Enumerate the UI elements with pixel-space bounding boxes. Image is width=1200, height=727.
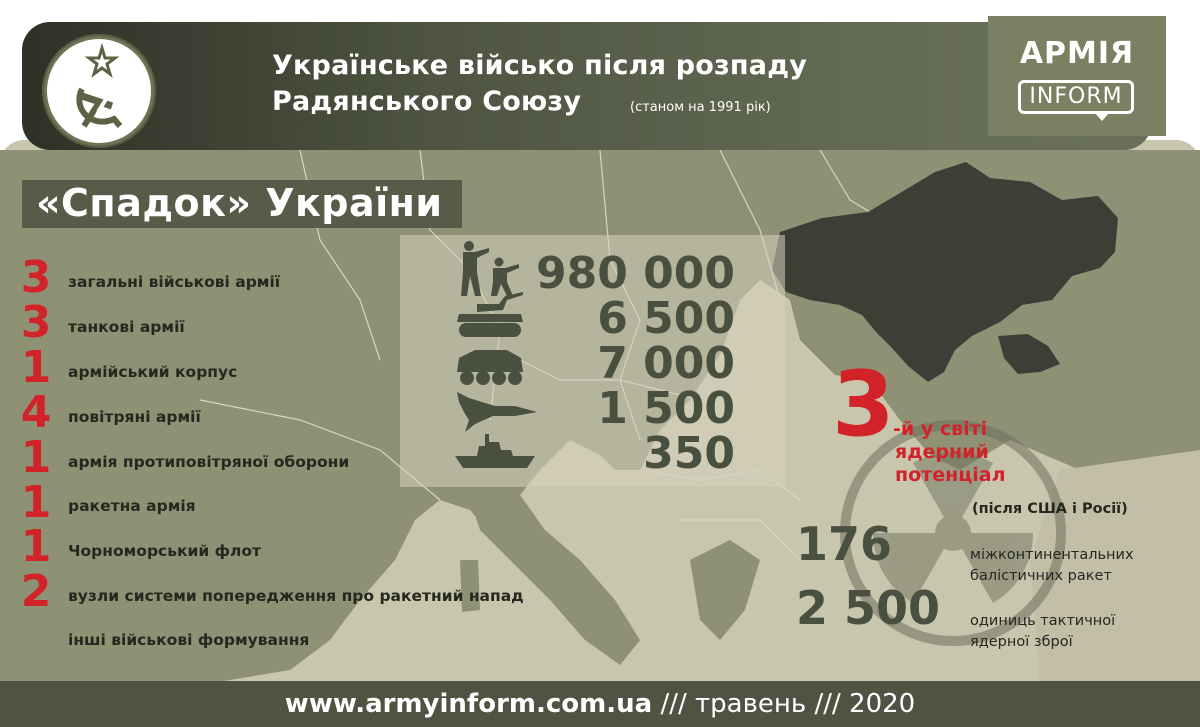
unit-count: 3 — [20, 297, 52, 348]
footer-month: травень — [694, 689, 807, 719]
tank-icon — [457, 292, 523, 337]
unit-count: 1 — [20, 342, 52, 393]
tactical-count: 2 500 — [796, 581, 941, 635]
map-land-greece — [690, 540, 760, 640]
map-land-east — [1030, 450, 1200, 685]
heritage-title: «Спадок» України — [36, 181, 443, 225]
unit-count: 4 — [20, 387, 52, 438]
armored-vehicle-icon — [457, 350, 523, 385]
page-title-line2: Радянського Союзу — [272, 86, 582, 117]
map-crimea — [998, 334, 1060, 374]
nuclear-rank-line3: потенціал — [895, 464, 1006, 486]
unit-label: Чорноморський флот — [68, 542, 262, 560]
footer-year: 2020 — [849, 689, 916, 719]
warship-icon — [455, 434, 535, 468]
map-land-sardinia — [460, 560, 480, 612]
page-title-line1: Українське військо після розпаду — [272, 50, 807, 81]
footer-text: www.armyinform.com.ua /// травень /// 20… — [0, 682, 1200, 726]
unit-count: 3 — [20, 252, 52, 303]
footer-site-link[interactable]: www.armyinform.com.ua — [284, 689, 653, 719]
stat-value-personnel: 980 000 — [535, 248, 735, 299]
unit-label: армійський корпус — [68, 363, 238, 381]
tactical-label-line1: одиниць тактичної — [970, 613, 1116, 629]
footer-separator: /// — [660, 689, 687, 719]
header-banner — [22, 22, 1152, 150]
logo-text-armia: АРМІЯ — [1019, 36, 1135, 71]
aircraft-icon — [457, 392, 537, 432]
logo-speech-tail-icon — [1094, 112, 1110, 121]
unit-label: армія протиповітряної оборони — [68, 453, 350, 471]
unit-label: загальні військові армії — [68, 273, 281, 291]
unit-label: ракетна армія — [68, 497, 196, 515]
unit-count: 1 — [20, 521, 52, 572]
nuclear-rank: 3 — [832, 352, 895, 457]
soldiers-icon — [461, 241, 519, 296]
logo: АРМІЯ INFORM — [988, 16, 1166, 136]
unit-label: вузли системи попередження про ракетний … — [68, 587, 524, 605]
emblem — [42, 34, 156, 148]
tactical-label-line2: ядерної зброї — [970, 634, 1073, 650]
icbm-label-line1: міжконтинентальних — [970, 547, 1134, 563]
footer-separator: /// — [814, 689, 841, 719]
stat-value-armored: 7 000 — [597, 338, 735, 389]
stat-value-ships: 350 — [643, 428, 735, 479]
unit-count: 2 — [20, 566, 52, 617]
stat-value-aircraft: 1 500 — [597, 383, 735, 434]
radiation-icon — [840, 420, 1066, 646]
nuclear-rank-line2: ядерний — [895, 441, 989, 463]
hammer-sickle-star-broken-icon — [47, 39, 151, 143]
heritage-banner — [22, 180, 462, 228]
unit-label: танкові армії — [68, 318, 185, 336]
logo-text-inform: INFORM — [1018, 80, 1134, 114]
unit-count: 1 — [20, 477, 52, 528]
stat-value-tanks: 6 500 — [597, 293, 735, 344]
unit-count: 1 — [20, 432, 52, 483]
map-sea-adriatic — [540, 470, 660, 600]
unit-label: повітряні армії — [68, 408, 201, 426]
icbm-label-line2: балістичних ракет — [970, 568, 1112, 584]
unit-label: інші військові формування — [68, 631, 310, 649]
map-ukraine — [772, 162, 1118, 382]
nuclear-after-note: (після США і Росії) — [972, 501, 1128, 517]
map-land-italy — [470, 500, 640, 665]
footer-bar — [0, 681, 1200, 727]
page-subtitle: (станом на 1991 рік) — [630, 100, 771, 115]
nuclear-rank-suffix: -й у світі — [893, 418, 988, 440]
icbm-count: 176 — [796, 517, 893, 571]
